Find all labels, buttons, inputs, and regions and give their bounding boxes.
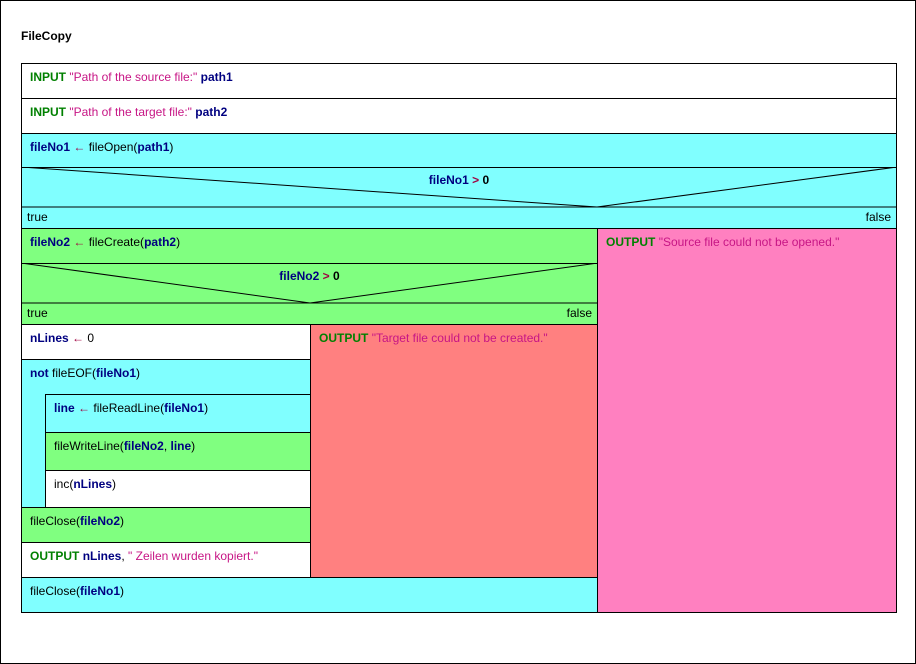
label-false-1: false <box>866 210 891 224</box>
row-output-source-err: OUTPUT "Source file could not be opened.… <box>597 228 897 613</box>
row-filecreate: fileNo2 ← fileCreate(path2) <box>21 228 598 264</box>
label-false-2: false <box>567 306 592 320</box>
label-true-1: true <box>27 210 48 224</box>
diagram-canvas: FileCopy INPUT "Path of the source file:… <box>0 0 916 664</box>
row-close2: fileClose(fileNo2) <box>21 507 311 543</box>
row-loop-header: not fileEOF(fileNo1) <box>21 359 311 395</box>
cond-fileno1: fileNo1 > 0 true false <box>21 167 897 229</box>
row-input-path2: INPUT "Path of the target file:" path2 <box>21 98 897 134</box>
row-output-nlines: OUTPUT nLines, " Zeilen wurden kopiert." <box>21 542 311 578</box>
row-nlines-init: nLines ← 0 <box>21 324 311 360</box>
row-readline: line ← fileReadLine(fileNo1) <box>45 394 311 433</box>
row-input-path1: INPUT "Path of the source file:" path1 <box>21 63 897 99</box>
diagram-title: FileCopy <box>21 29 72 43</box>
loop-margin <box>21 394 46 508</box>
row-fileopen: fileNo1 ← fileOpen(path1) <box>21 133 897 168</box>
row-inc: inc(nLines) <box>45 470 311 508</box>
row-close1: fileClose(fileNo1) <box>21 577 598 613</box>
row-writeline: fileWriteLine(fileNo2, line) <box>45 432 311 471</box>
row-output-target-err: OUTPUT "Target file could not be created… <box>310 324 598 578</box>
label-true-2: true <box>27 306 48 320</box>
cond-fileno2: fileNo2 > 0 true false <box>21 263 598 325</box>
